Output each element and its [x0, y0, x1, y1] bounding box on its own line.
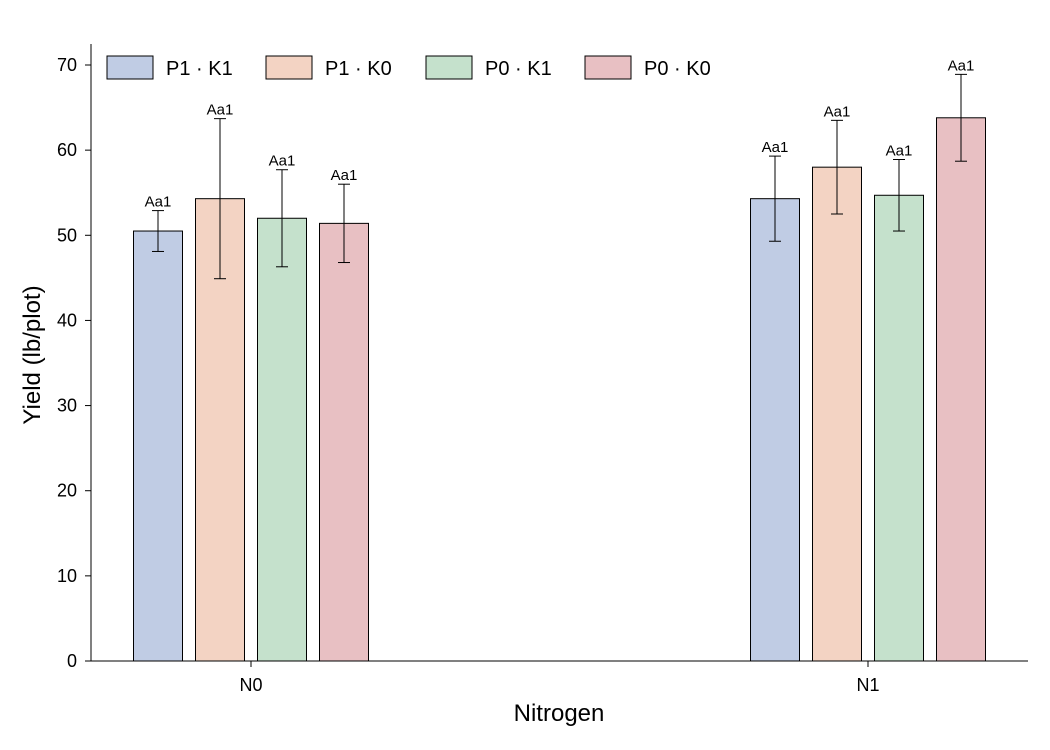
x-axis-title: Nitrogen [514, 700, 605, 727]
bar-n1-series-3 [874, 194, 924, 662]
axes-layer [90, 44, 1028, 662]
legend-label: P1 · K0 [325, 58, 392, 80]
y-tick-label: 70 [57, 55, 77, 75]
significance-label: Aa1 [269, 153, 296, 170]
significance-labels-layer: Aa1 Aa1 Aa1 Aa1 Aa1 Aa1 Aa1 Aa1 [145, 57, 975, 210]
bar-n0-series-3 [257, 217, 307, 662]
y-ticks-layer: 0 10 20 30 40 50 60 70 [57, 55, 91, 671]
significance-label: Aa1 [762, 139, 789, 156]
x-ticks-layer: N0 N1 [239, 661, 880, 695]
y-tick-label: 60 [57, 140, 77, 160]
y-tick-label: 20 [57, 481, 77, 501]
significance-label: Aa1 [824, 103, 851, 120]
significance-label: Aa1 [145, 194, 172, 211]
error-bars-layer [152, 73, 967, 280]
x-tick-label: N1 [856, 675, 879, 695]
significance-label: Aa1 [207, 102, 234, 119]
legend-label: P0 · K0 [644, 58, 711, 80]
legend-swatch [584, 55, 632, 80]
significance-label: Aa1 [886, 143, 913, 160]
y-tick-label: 40 [57, 310, 77, 330]
legend-swatch [265, 55, 313, 80]
significance-label: Aa1 [948, 57, 975, 74]
x-tick-label: N0 [239, 675, 262, 695]
significance-label: Aa1 [331, 167, 358, 184]
legend-swatch [106, 55, 154, 80]
y-tick-label: 10 [57, 566, 77, 586]
bar-n1-series-1 [750, 198, 800, 662]
y-tick-label: 0 [67, 651, 77, 671]
bar-n0-series-1 [133, 230, 183, 662]
legend: P1 · K1 P1 · K0 P0 · K1 P0 · K0 [106, 55, 711, 80]
legend-label: P1 · K1 [166, 58, 233, 80]
y-axis-title: Yield (lb/plot) [19, 285, 46, 424]
bar-n0-series-4 [319, 222, 369, 662]
legend-swatch [425, 55, 473, 80]
bar-n1-series-2 [812, 166, 862, 662]
y-tick-label: 50 [57, 225, 77, 245]
bars-layer [133, 117, 986, 662]
y-tick-label: 30 [57, 396, 77, 416]
legend-label: P0 · K1 [485, 58, 552, 80]
bar-n1-series-4 [936, 117, 986, 662]
